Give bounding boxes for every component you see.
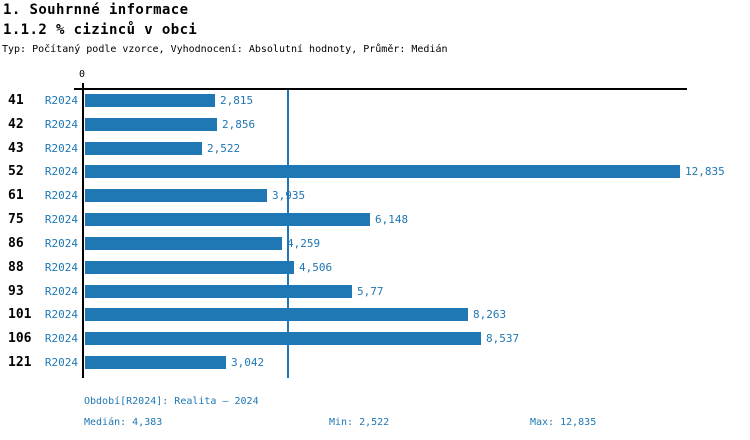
bar-value-label: 4,506	[299, 261, 333, 274]
row-series-label: R2024	[44, 94, 78, 107]
row-category-label: 101	[8, 307, 32, 322]
bar-value-label: 3,042	[231, 356, 265, 369]
row-category-label: 121	[8, 355, 32, 370]
row-category-label: 43	[8, 141, 24, 156]
bar-value-label: 3,935	[272, 189, 306, 202]
row-series-label: R2024	[44, 237, 78, 250]
legend-period: Období[R2024]: Realita – 2024	[84, 396, 259, 407]
bar	[85, 165, 680, 178]
legend-max: Max: 12,835	[530, 417, 597, 428]
indicator-meta: Typ: Počítaný podle vzorce, Vyhodnocení:…	[2, 44, 448, 55]
bar-value-label: 5,77	[357, 285, 384, 298]
bar	[85, 332, 481, 345]
indicator-title: 1.1.2 % cizinců v obci	[3, 22, 198, 38]
bar-value-label: 2,856	[222, 118, 256, 131]
row-series-label: R2024	[44, 165, 78, 178]
y-axis-line	[82, 83, 84, 378]
bar	[85, 285, 352, 298]
row-category-label: 42	[8, 117, 24, 132]
section-title: 1. Souhrnné informace	[3, 2, 189, 18]
row-category-label: 93	[8, 284, 24, 299]
row-series-label: R2024	[44, 142, 78, 155]
row-series-label: R2024	[44, 332, 78, 345]
bar	[85, 308, 468, 321]
x-axis-line	[74, 88, 687, 90]
row-category-label: 61	[8, 188, 24, 203]
row-series-label: R2024	[44, 189, 78, 202]
legend-min: Min: 2,522	[329, 417, 390, 428]
row-category-label: 88	[8, 260, 24, 275]
bar-value-label: 4,259	[287, 237, 321, 250]
legend-median: Medián: 4,383	[84, 417, 163, 428]
bar-value-label: 2,815	[220, 94, 254, 107]
bar	[85, 213, 370, 226]
bar	[85, 261, 294, 274]
bar-value-label: 12,835	[685, 165, 725, 178]
bar-value-label: 2,522	[207, 142, 241, 155]
bar	[85, 118, 217, 131]
row-series-label: R2024	[44, 261, 78, 274]
row-series-label: R2024	[44, 356, 78, 369]
row-category-label: 41	[8, 93, 24, 108]
bar	[85, 356, 226, 369]
row-category-label: 86	[8, 236, 24, 251]
row-category-label: 106	[8, 331, 32, 346]
bar	[85, 189, 267, 202]
row-series-label: R2024	[44, 308, 78, 321]
row-series-label: R2024	[44, 118, 78, 131]
bar-value-label: 6,148	[375, 213, 409, 226]
row-category-label: 52	[8, 164, 24, 179]
row-series-label: R2024	[44, 213, 78, 226]
row-category-label: 75	[8, 212, 24, 227]
bar	[85, 237, 282, 250]
bar	[85, 142, 202, 155]
row-series-label: R2024	[44, 285, 78, 298]
bar-value-label: 8,537	[486, 332, 520, 345]
bar-value-label: 8,263	[473, 308, 507, 321]
bar	[85, 94, 215, 107]
x-axis-zero-label: 0	[78, 69, 86, 80]
median-line	[287, 90, 289, 378]
